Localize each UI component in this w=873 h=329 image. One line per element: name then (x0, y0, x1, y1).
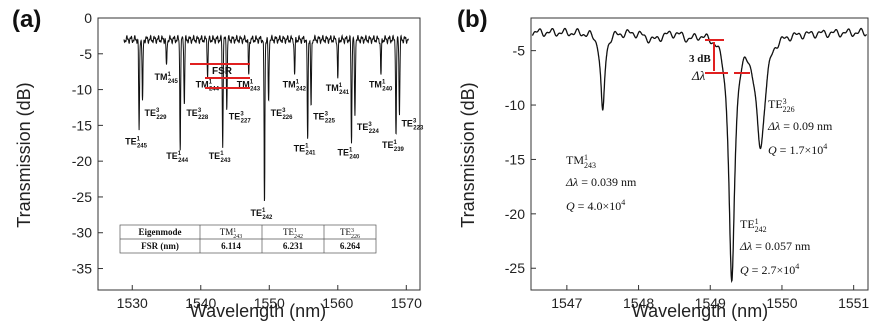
table-cell-3: 6.264 (340, 241, 361, 251)
table-header-3: TE3 226 (340, 227, 360, 240)
annotation-linewidth-1: Δλ = 0.09 nm (767, 119, 833, 133)
annotation-mode-1: TE3 226 (768, 97, 795, 114)
panel-a-y-tick-label: -25 (72, 189, 92, 205)
table-cell-0: FSR (nm) (141, 241, 179, 251)
panel-a-x-axis: 1530 1540 1550 1560 1570 (117, 285, 422, 311)
panel-b-y-tick-label: -5 (513, 43, 526, 59)
mode-label-13: TE3 225 (313, 111, 336, 124)
panel-b-y-tick-label: -20 (505, 206, 525, 222)
annotation-mode-2: TE1 242 (740, 217, 767, 234)
panel-b-label: (b) (457, 6, 488, 33)
panel-b-x-title: Wavelength (nm) (632, 301, 768, 321)
panel-a-mode-labels: TE1 245 TE3 229 TM1 245 TE1 244 TE3 228 TM1 244 TE1 2… (125, 72, 424, 221)
panel-a-x-title: Wavelength (nm) (190, 301, 326, 321)
table-header-2: TE1 242 (283, 227, 303, 240)
panel-a-y-title: Transmission (dB) (14, 82, 34, 227)
panel-b-x-tick-label: 1551 (838, 295, 869, 311)
panel-b-frame (530, 17, 869, 291)
mode-label-1: TE3 229 (145, 108, 168, 121)
annotation-linewidth-0: Δλ = 0.039 nm (565, 175, 637, 189)
panel-a-x-tick-label: 1540 (185, 295, 216, 311)
panel-b-x-tick-label: 1547 (551, 295, 582, 311)
panel-a-y-axis: 0 -5 -10 -15 -20 -25 -30 -35 (72, 10, 103, 277)
mode-label-8: TM1 243 (237, 79, 261, 92)
mode-label-5: TM1 244 (196, 79, 220, 92)
panel-a-frame (97, 17, 421, 291)
mode-label-19: TE3 223 (401, 119, 424, 132)
panel-b-spectrum-line (531, 27, 868, 284)
panel-b-y-title: Transmission (dB) (458, 82, 478, 227)
panel-b: -5 -10 -15 -20 -25 1547 1548 1549 1550 1551 3 dB… (458, 17, 869, 321)
mode-label-4: TE3 228 (186, 108, 209, 121)
panel-b-x-tick-label: 1549 (695, 295, 726, 311)
panel-b-x-tick-label: 1550 (766, 295, 797, 311)
mode-label-14: TM1 241 (326, 83, 350, 96)
mode-label-0: TE1 245 (125, 137, 148, 150)
table-header-1: TM1 243 (220, 227, 243, 240)
panel-a-label: (a) (12, 6, 41, 33)
panel-a-y-tick-label: -5 (80, 46, 93, 62)
annotation-mode-0: TM1 243 (566, 153, 596, 170)
mode-label-2: TM1 245 (155, 72, 179, 85)
panel-a-y-tick-label: -10 (72, 82, 92, 98)
table-cell-1: 6.114 (221, 241, 241, 251)
panel-a-y-tick-label: -15 (72, 117, 92, 133)
panel-b-y-axis: -5 -10 -15 -20 -25 (505, 43, 536, 276)
panel-a-y-tick-label: -30 (72, 225, 92, 241)
annotation-q-1: Q = 1.7×104 (768, 142, 827, 157)
three-db-indicator: 3 dB Δλ (689, 39, 750, 83)
fsr-label: FSR (212, 66, 233, 77)
fsr-indicator: FSR (190, 63, 250, 89)
panel-a-y-tick-label: 0 (84, 10, 92, 26)
panel-a-y-tick-label: -35 (72, 261, 92, 277)
panel-b-y-tick-label: -10 (505, 97, 525, 113)
panel-a-x-tick-label: 1570 (391, 295, 422, 311)
mode-label-7: TE3 227 (229, 111, 252, 124)
table-cell-2: 6.231 (283, 241, 304, 251)
panel-b-x-axis: 1547 1548 1549 1550 1551 (551, 285, 869, 311)
mode-label-3: TE1 244 (166, 151, 189, 164)
mode-label-9: TE1 242 (250, 208, 273, 221)
panel-b-y-tick-label: -25 (505, 260, 525, 276)
mode-label-17: TM1 240 (369, 79, 393, 92)
annotation-q-0: Q = 4.0×104 (566, 198, 625, 213)
panel-a-x-tick-label: 1550 (254, 295, 285, 311)
mode-label-12: TE1 241 (294, 144, 317, 157)
three-db-label: 3 dB (689, 53, 711, 65)
panel-b-x-tick-label: 1548 (623, 295, 654, 311)
panel-b-y-tick-label: -15 (505, 151, 525, 167)
mode-label-6: TE1 243 (209, 151, 232, 164)
mode-label-15: TE1 240 (337, 147, 360, 160)
annotation-q-2: Q = 2.7×104 (740, 262, 799, 277)
panel-a: 0-5-10-15-20-25-30-35 1530 1540 1550 1560 15… (14, 10, 424, 321)
table-header-0: Eigenmode (138, 227, 181, 237)
panel-a-spectrum-line (123, 33, 409, 202)
panel-a-x-tick-label: 1560 (322, 295, 353, 311)
mode-label-16: TE3 224 (357, 122, 380, 135)
panel-a-y-tick-label: -20 (72, 153, 92, 169)
mode-label-11: TM1 242 (283, 79, 307, 92)
panel-a-x-tick-label: 1530 (117, 295, 148, 311)
delta-lambda-label: Δλ (691, 68, 706, 83)
panel-b-annotations: TM1 243 Δλ = 0.039 nm Q = 4.0×104 TE3 226 Δλ =… (565, 97, 833, 277)
mode-label-10: TE3 226 (271, 108, 294, 121)
mode-label-18: TE1 239 (382, 140, 405, 153)
annotation-linewidth-2: Δλ = 0.057 nm (739, 239, 811, 253)
